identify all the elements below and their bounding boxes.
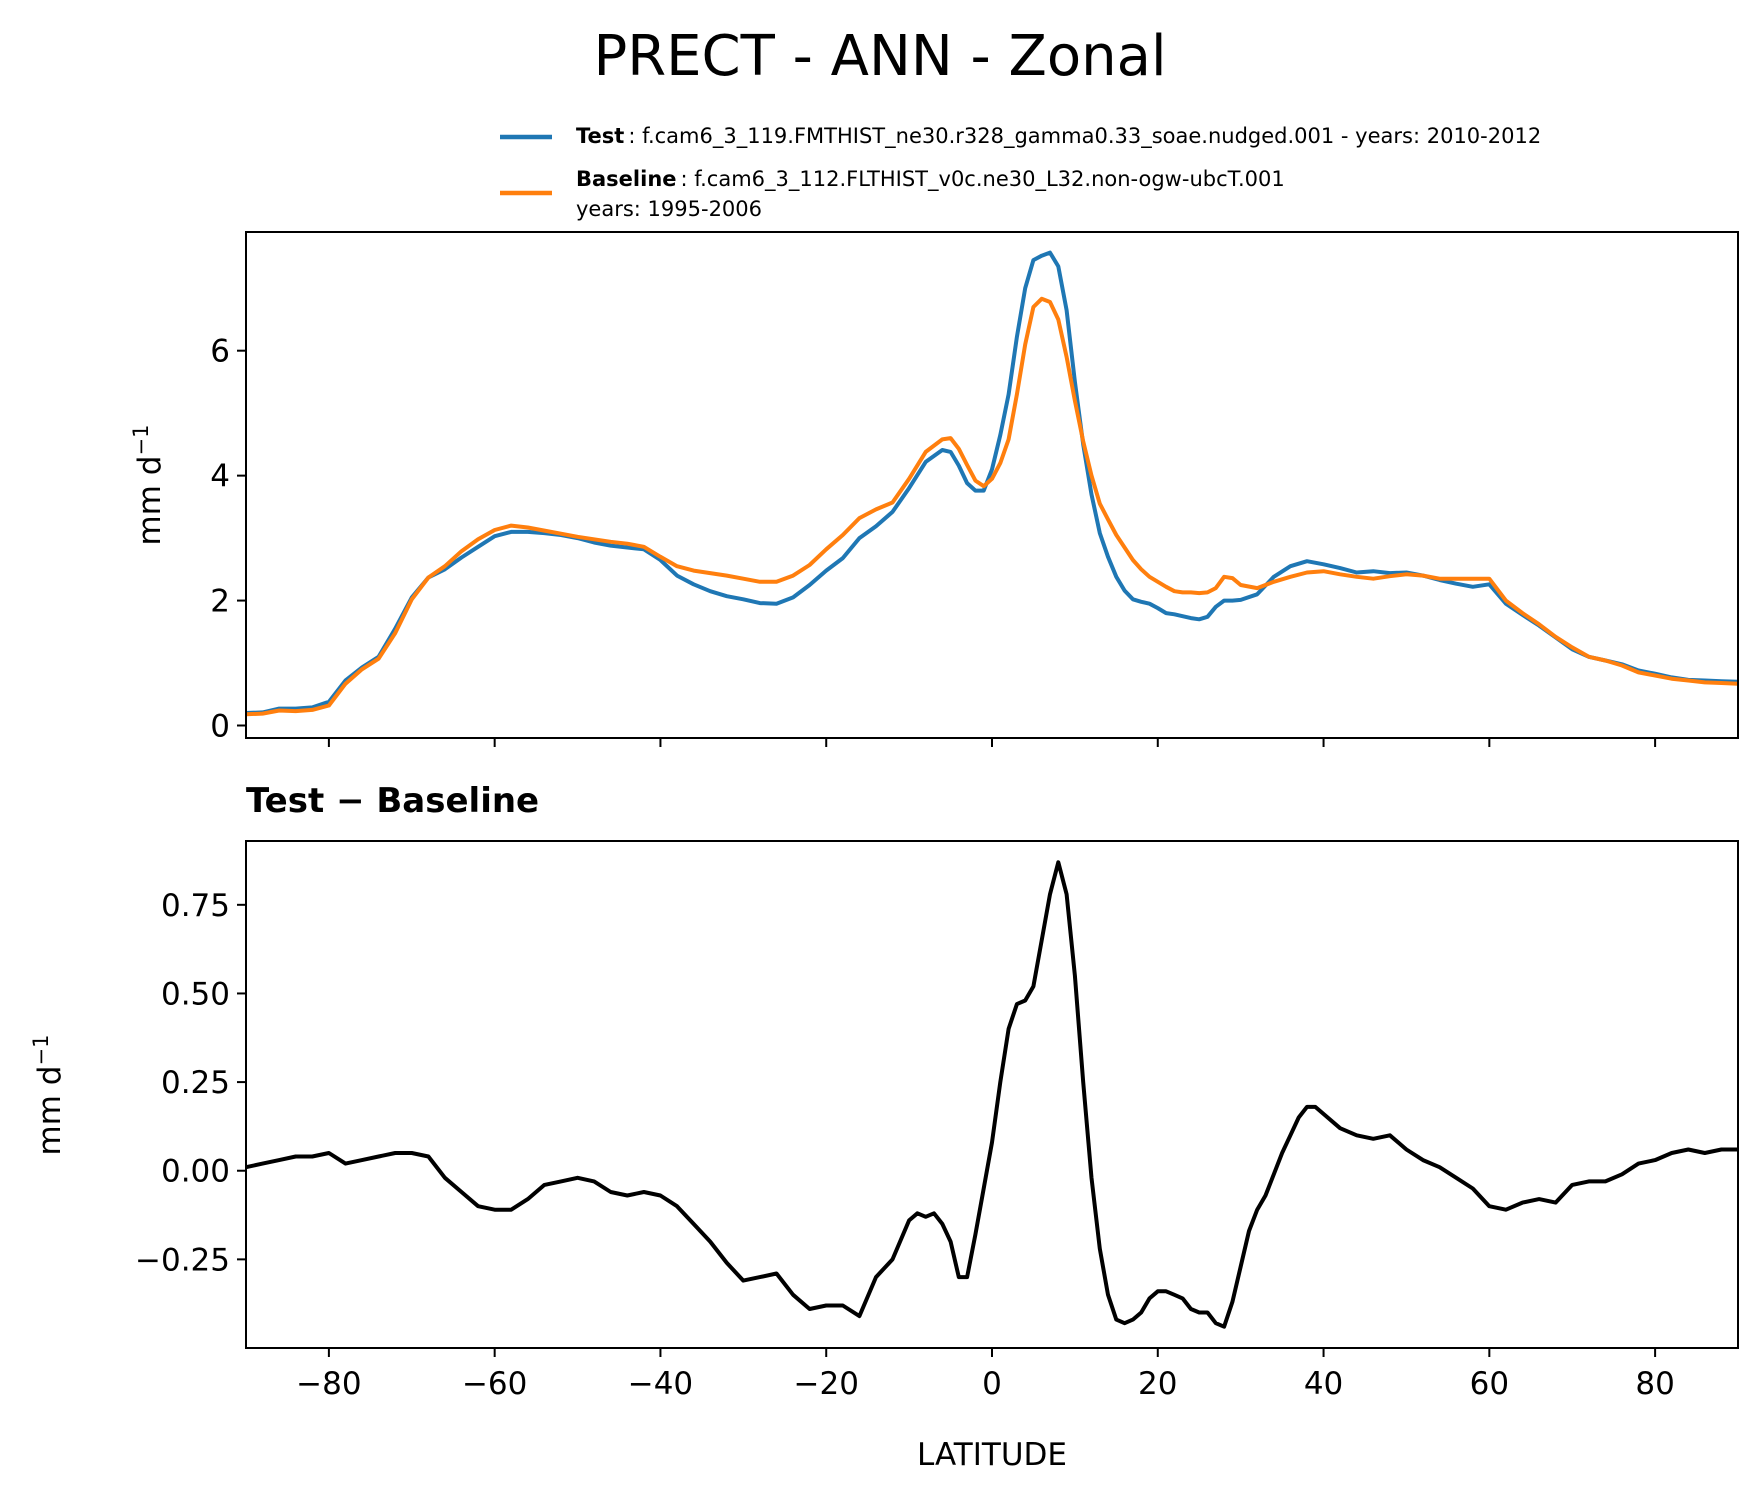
legend: Test: f.cam6_3_119.FMTHIST_ne30.r328_gam…: [500, 124, 1541, 221]
bottom-panel-y-axis-label-sup: −1: [29, 1035, 53, 1066]
x-axis-label: LATITUDE: [917, 1437, 1067, 1473]
bottom-panel-frame: [245, 840, 1739, 1349]
bottom-panel-series: [245, 860, 1738, 1329]
legend-baseline-label: Baseline: [576, 167, 677, 191]
top-baseline-line: [245, 296, 1739, 717]
top-y-tick-label: 0: [210, 709, 230, 745]
legend-baseline-text: : f.cam6_3_112.FLTHIST_v0c.ne30_L32.non-…: [681, 167, 1285, 192]
top-test-line: [245, 250, 1739, 715]
bottom-x-tick-label: 80: [1635, 1366, 1674, 1402]
bottom-x-tick-label: −20: [794, 1366, 859, 1402]
top-panel-y-ticks: 0 2 4 6: [210, 334, 246, 745]
bottom-x-tick-label: 40: [1304, 1366, 1343, 1402]
bottom-y-tick-label: 0.50: [161, 976, 230, 1012]
top-panel: 0 2 4 6 mm d−1: [129, 231, 1739, 747]
bottom-panel-x-ticks: −80 −60 −40 −20 0 20 40 60 80: [296, 1348, 1675, 1402]
bottom-x-tick-label: −80: [296, 1366, 361, 1402]
top-panel-y-axis-label-main: mm d: [132, 456, 168, 546]
bottom-x-tick-label: 0: [982, 1366, 1002, 1402]
bottom-x-tick-label: −40: [628, 1366, 693, 1402]
bottom-panel: −80 −60 −40 −20 0 20 40 60 80 −0.25 0.00 0.25 0.50 0…: [29, 840, 1739, 1473]
legend-test-text: : f.cam6_3_119.FMTHIST_ne30.r328_gamma0.…: [628, 124, 1541, 149]
top-panel-series: [245, 250, 1739, 717]
top-panel-x-ticks: [327, 738, 1657, 747]
bottom-panel-y-axis-label-main: mm d: [32, 1066, 68, 1156]
top-y-tick-label: 6: [210, 334, 230, 370]
bottom-difference-line: [245, 860, 1738, 1329]
top-panel-y-axis-label-sup: −1: [129, 425, 153, 456]
bottom-x-tick-label: 20: [1138, 1366, 1177, 1402]
bottom-y-tick-label: −0.25: [135, 1242, 230, 1278]
bottom-x-tick-label: −60: [462, 1366, 527, 1402]
top-y-tick-label: 4: [210, 459, 230, 495]
top-y-tick-label: 2: [210, 584, 230, 620]
top-panel-y-axis-label: mm d−1: [129, 425, 168, 546]
bottom-y-tick-label: 0.25: [161, 1065, 230, 1101]
bottom-panel-title: Test − Baseline: [246, 781, 539, 821]
legend-baseline-years: years: 1995-2006: [576, 197, 762, 221]
bottom-y-tick-label: 0.75: [161, 888, 230, 924]
bottom-panel-y-ticks: −0.25 0.00 0.25 0.50 0.75: [135, 888, 246, 1278]
chart-title: PRECT - ANN - Zonal: [593, 24, 1166, 89]
legend-baseline-entry: Baseline: f.cam6_3_112.FLTHIST_v0c.ne30_…: [576, 167, 1285, 192]
bottom-panel-y-axis-label: mm d−1: [29, 1035, 68, 1156]
bottom-x-tick-label: 60: [1470, 1366, 1509, 1402]
bottom-y-tick-label: 0.00: [161, 1154, 230, 1190]
legend-test-entry: Test: f.cam6_3_119.FMTHIST_ne30.r328_gam…: [576, 124, 1541, 149]
top-panel-frame: [245, 231, 1739, 739]
legend-test-label: Test: [576, 124, 624, 148]
